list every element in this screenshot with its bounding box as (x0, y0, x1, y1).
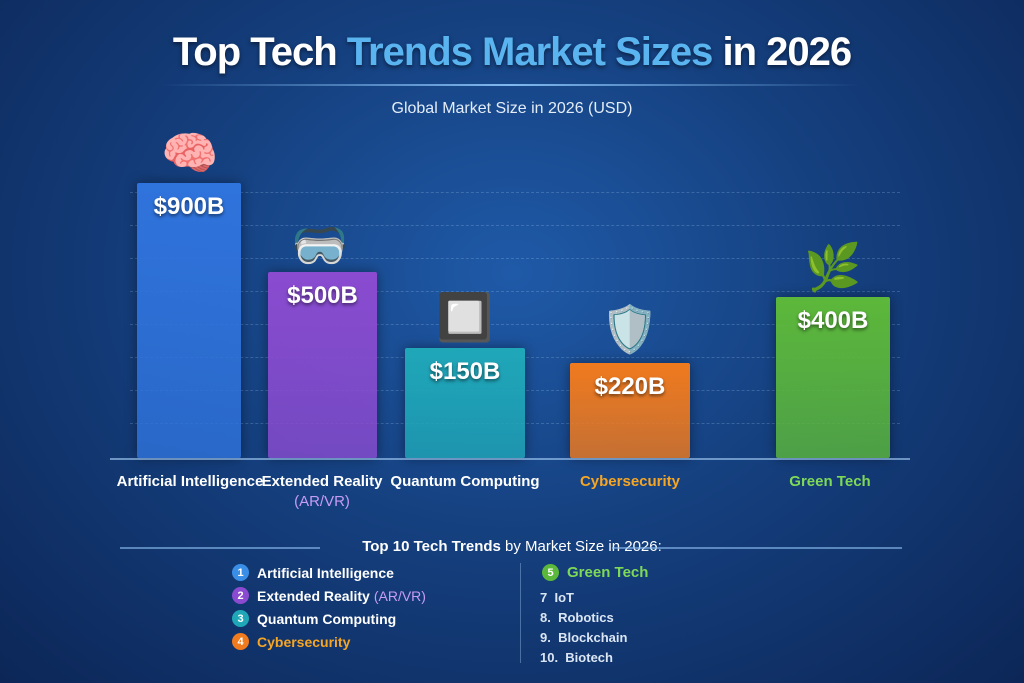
legend-item: 5 Green Tech (542, 564, 648, 581)
rank-badge: 4 (232, 633, 249, 650)
data-label: $220B (594, 373, 666, 400)
category-label: Artificial Intelligence (110, 472, 270, 492)
category-text: Cybersecurity (579, 473, 681, 490)
legend-label: Extended Reality (257, 587, 370, 604)
legend-label: Artificial Intelligence (257, 564, 394, 581)
legend-item: 10. Biotech (540, 650, 613, 665)
rank-badge: 5 (542, 564, 559, 581)
rank-badge: 2 (232, 587, 249, 604)
bar-2: $150B (405, 348, 525, 458)
wind-turbine-leaf-icon: 🌿 (804, 241, 862, 293)
legend-extra: (AR/VR) (373, 587, 426, 604)
bar-3: $220B (570, 363, 690, 458)
gridline (130, 291, 900, 292)
legend-item: 8. Robotics (540, 610, 614, 625)
chart-title: Top Tech Trends Market Sizes in 2026 (172, 30, 852, 74)
x-axis-baseline (110, 458, 910, 460)
category-label: Cybersecurity (550, 472, 710, 492)
data-label: $400B (797, 307, 869, 334)
category-text: Extended Reality (261, 473, 383, 490)
category-label: Green Tech (750, 472, 910, 492)
legend-label: Green Tech (567, 564, 649, 581)
vr-headset-icon: 🥽 (291, 219, 349, 271)
category-label: Quantum Computing (385, 472, 545, 492)
category-text: Green Tech (789, 473, 871, 490)
category-label: Extended Reality (AR/VR) (242, 472, 402, 512)
bar-4: $400B (776, 297, 890, 458)
legend-item: 1 Artificial Intelligence (232, 564, 394, 581)
chart-subtitle: Global Market Size in 2026 (USD) (391, 100, 633, 117)
bar-0: $900B (137, 183, 241, 458)
legend-divider-left (120, 547, 320, 549)
data-label: $500B (287, 282, 358, 309)
gridline (130, 192, 900, 193)
legend-item: 7 IoT (540, 590, 574, 605)
rank-badge: 1 (232, 564, 249, 581)
rank-badge: 3 (232, 610, 249, 627)
category-subtext: (AR/VR) (294, 493, 350, 510)
legend-item: 4 Cybersecurity (232, 633, 350, 650)
legend-item: 3 Quantum Computing (232, 610, 396, 627)
gridline (130, 258, 900, 259)
legend-label: Cybersecurity (257, 633, 351, 650)
legend-column-divider (520, 563, 521, 663)
chip-icon: 🔲 (436, 291, 494, 343)
gridline (130, 225, 900, 226)
legend-item: 9. Blockchain (540, 630, 628, 645)
data-label: $900B (153, 193, 225, 220)
bar-1: $500B (268, 272, 377, 458)
gridline (130, 324, 900, 325)
category-text: Artificial Intelligence (116, 473, 264, 490)
shield-lock-icon: 🛡️ (601, 303, 659, 355)
legend-label: Quantum Computing (257, 610, 397, 627)
data-label: $150B (429, 358, 501, 385)
legend-title: Top 10 Tech Trends by Market Size in 202… (362, 538, 662, 555)
category-text: Quantum Computing (390, 473, 540, 490)
legend-divider-right (612, 547, 902, 549)
legend-item: 2 Extended Reality (AR/VR) (232, 587, 426, 604)
title-divider (160, 84, 860, 86)
brain-icon: 🧠 (161, 127, 219, 179)
